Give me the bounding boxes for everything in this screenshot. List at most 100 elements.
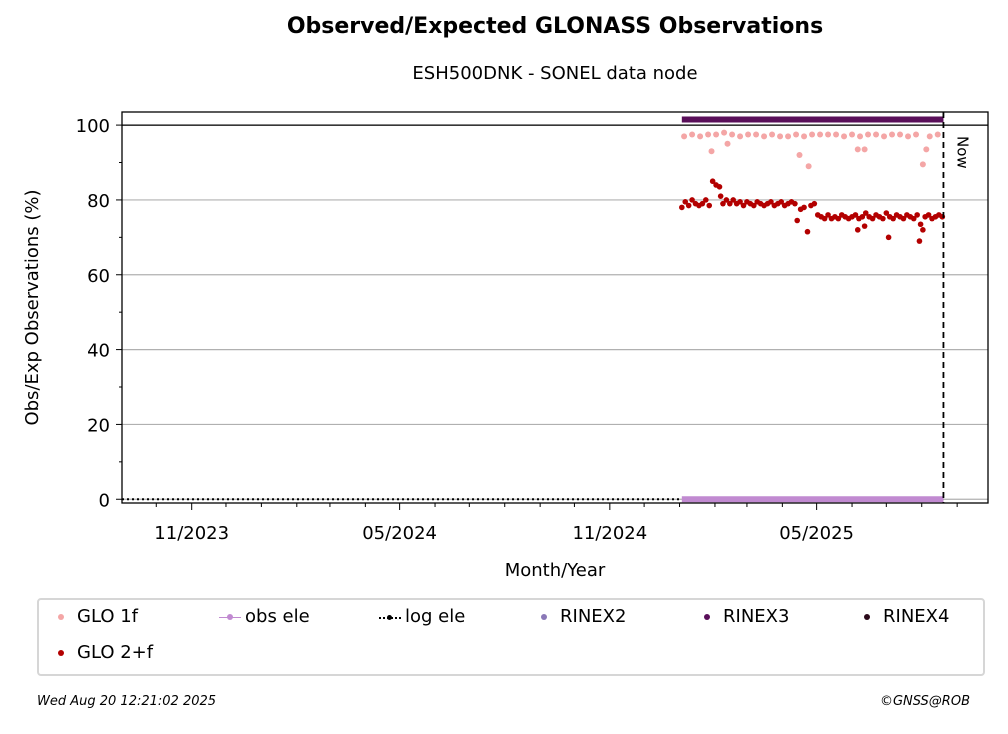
glo-1f-point <box>817 131 824 138</box>
glo-2f-point <box>794 217 801 224</box>
glo-1f-point <box>793 131 800 138</box>
glo-2f-point <box>859 213 866 220</box>
glo-2f-point <box>825 212 831 218</box>
glo-1f-point <box>913 131 920 138</box>
glo-2f-point <box>861 223 868 229</box>
chart-title: Observed/Expected GLONASS Observations <box>286 14 824 39</box>
glo-1f-point <box>841 133 848 140</box>
glo-1f-point <box>865 131 872 138</box>
glo-1f-point <box>729 131 736 138</box>
glo-1f-point <box>745 131 752 138</box>
y-tick-label: 80 <box>87 191 110 212</box>
glo-2f-point <box>821 215 828 222</box>
legend-label: log ele <box>405 606 466 627</box>
glo-2f-point <box>737 198 743 205</box>
glo-2f-point <box>880 215 886 222</box>
glo-1f-point <box>919 161 926 168</box>
glo-1f-point <box>785 133 792 140</box>
legend-item-rinex4: RINEX4 <box>857 606 949 627</box>
glo-2f-point <box>750 202 757 209</box>
glo-1f-point <box>809 131 816 138</box>
legend-marker-rinex4 <box>857 610 879 624</box>
legend-item-log-ele: log ele <box>379 606 465 627</box>
legend-label: RINEX4 <box>883 606 950 627</box>
glo-1f-point <box>849 131 856 138</box>
y-tick-label: 20 <box>87 415 110 436</box>
glo-1f-point <box>861 146 868 153</box>
glo-2f-point <box>925 212 932 218</box>
glo-1f-point <box>857 133 864 140</box>
x-tick-label: 05/2024 <box>362 523 437 544</box>
legend-label: RINEX2 <box>560 606 627 627</box>
glo-2f-point <box>792 200 798 207</box>
glo-1f-point <box>689 131 696 138</box>
glo-2f-point <box>811 200 818 207</box>
glo-2f-point <box>917 221 924 228</box>
glo-2f-point <box>768 198 774 205</box>
glo-1f-point <box>889 131 896 138</box>
glo-1f-point <box>777 133 784 140</box>
glo-1f-point <box>934 131 941 138</box>
glo-2f-point <box>852 212 859 218</box>
credit-text: ©GNSS@ROB <box>879 694 970 709</box>
glo-1f-point <box>923 146 930 153</box>
glo-1f-point <box>761 133 768 140</box>
glo-1f-point <box>854 146 861 153</box>
glo-1f-point <box>769 131 776 138</box>
chart-subtitle: ESH500DNK - SONEL data node <box>412 63 698 84</box>
glo-1f-point <box>825 131 832 138</box>
glo-1f-point <box>705 131 712 138</box>
y-tick-label: 100 <box>76 116 110 137</box>
legend-item-rinex2: RINEX2 <box>534 606 626 627</box>
glo-2f-point <box>682 198 689 205</box>
glo-2f-point <box>801 204 807 211</box>
glo-2f-point <box>916 238 923 244</box>
glo-2f-point <box>778 198 785 205</box>
x-tick-label: 05/2025 <box>779 523 854 544</box>
glo-2f-point <box>914 212 920 218</box>
y-axis-label: Obs/Exp Observations (%) <box>22 189 43 425</box>
glo-1f-point <box>833 131 840 138</box>
y-tick-label: 0 <box>99 490 110 511</box>
glo-2f-point <box>689 197 695 203</box>
y-tick-label: 40 <box>87 341 110 362</box>
glo-1f-point <box>697 133 704 140</box>
legend-item-rinex3: RINEX3 <box>697 606 789 627</box>
glo-1f-point <box>897 131 904 138</box>
glo-2f-point <box>709 178 716 185</box>
glo-1f-point <box>873 131 880 138</box>
x-axis-label: Month/Year <box>505 560 606 581</box>
legend-label: GLO 2+f <box>77 642 154 663</box>
legend-item-glo-1f: GLO 1f <box>51 606 138 627</box>
legend-marker-glo-1f <box>51 610 73 624</box>
glo-2f-point <box>890 215 896 222</box>
glo-1f-point <box>905 133 912 140</box>
now-label: Now <box>953 136 971 169</box>
glo-2f-point <box>730 197 737 203</box>
glo-2f-point <box>679 204 685 211</box>
glo-1f-point <box>708 148 715 155</box>
legend-item-glo-2f: GLO 2+f <box>51 642 153 663</box>
glo-2f-point <box>706 202 713 209</box>
y-tick-label: 60 <box>87 266 110 287</box>
glo-2f-point <box>685 202 692 209</box>
glo-2f-point <box>885 234 892 241</box>
x-tick-label: 11/2024 <box>572 523 647 544</box>
legend-marker-rinex2 <box>534 610 556 624</box>
glo-2f-point <box>740 202 747 209</box>
legend-item-obs-ele: obs ele <box>219 606 310 627</box>
glo-1f-point <box>713 131 720 138</box>
glo-2f-point <box>883 210 890 216</box>
glo-2f-point <box>699 200 706 207</box>
legend-label: GLO 1f <box>77 606 139 627</box>
legend-marker-rinex3 <box>697 610 719 624</box>
glo-1f-point <box>881 133 888 140</box>
legend-label: obs ele <box>245 606 310 627</box>
glo-2f-point <box>910 215 917 222</box>
glo-2f-point <box>703 197 709 203</box>
legend-label: RINEX3 <box>723 606 790 627</box>
glo-1f-point <box>721 129 728 136</box>
glo-2f-point <box>835 215 842 222</box>
glo-2f-point <box>900 215 907 222</box>
